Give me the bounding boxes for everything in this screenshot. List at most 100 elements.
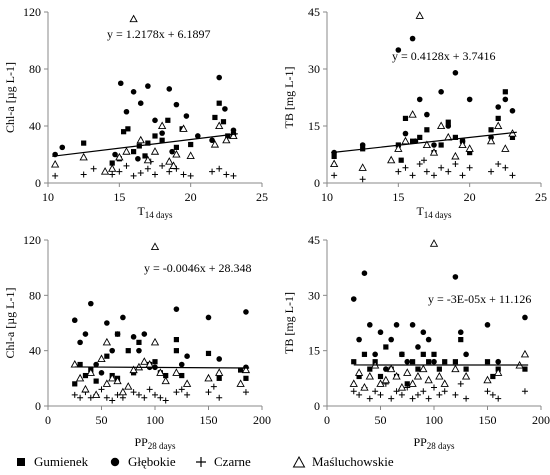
data-point-plus <box>509 172 516 179</box>
data-point-triangle <box>429 239 439 247</box>
data-point-square <box>484 359 491 365</box>
data-point-square <box>163 372 169 379</box>
data-point-circle <box>452 274 459 280</box>
data-point-plus <box>205 389 212 396</box>
data-point-circle <box>130 334 137 340</box>
data-point-triangle <box>140 357 149 365</box>
data-point-plus <box>388 395 395 402</box>
data-point-plus <box>159 162 166 169</box>
series-czarne <box>350 380 528 402</box>
y-tick-label: 80 <box>29 62 41 76</box>
data-point-plus <box>187 172 194 179</box>
series-gumienek <box>331 89 516 163</box>
x-tick-label: 150 <box>200 413 218 427</box>
data-point-square <box>216 375 222 381</box>
data-point-circle <box>230 127 237 134</box>
data-point-triangle <box>236 379 245 387</box>
y-tick-label: 30 <box>308 288 320 302</box>
data-point-circle <box>209 137 215 144</box>
data-point-circle <box>216 74 222 81</box>
data-point-square <box>212 114 218 121</box>
series-gumienek <box>72 331 249 387</box>
data-point-triangle <box>451 364 460 373</box>
data-point-plus <box>441 388 448 395</box>
data-point-square <box>377 373 384 380</box>
data-point-triangle <box>422 140 432 149</box>
data-point-plus <box>71 391 78 398</box>
data-point-circle <box>463 351 469 358</box>
data-point-plus <box>438 164 445 171</box>
trend-equation: y = 1.2178x + 6.1897 <box>107 27 211 41</box>
data-point-triangle <box>229 131 238 140</box>
data-point-plus <box>209 168 216 175</box>
data-point-plus <box>414 391 421 398</box>
data-point-triangle <box>440 379 449 387</box>
data-point-square <box>522 366 528 372</box>
data-point-triangle <box>150 337 160 346</box>
x-tick-label: 25 <box>256 190 268 204</box>
data-point-triangle <box>376 379 385 387</box>
square-marker-icon <box>14 455 28 469</box>
data-point-plus <box>80 171 87 178</box>
data-point-plus <box>152 171 158 178</box>
data-point-square <box>431 351 437 357</box>
data-point-triangle <box>419 364 428 373</box>
series-głębokie <box>52 74 237 162</box>
data-point-plus <box>173 389 180 396</box>
data-point-square <box>410 138 416 144</box>
data-point-circle <box>509 108 516 114</box>
data-point-square <box>424 127 430 133</box>
data-point-square <box>173 348 179 354</box>
legend-label: Czarne <box>214 454 251 469</box>
data-point-triangle <box>436 121 446 130</box>
data-point-triangle <box>387 364 396 373</box>
data-point-square <box>438 142 444 148</box>
y-tick-label: 0 <box>35 399 41 413</box>
data-point-plus <box>372 388 379 395</box>
data-point-triangle <box>50 159 60 168</box>
data-point-square <box>238 367 244 373</box>
data-point-square <box>121 129 127 135</box>
data-point-circle <box>404 358 411 365</box>
data-point-circle <box>356 336 362 343</box>
legend-item-czarne: Czarne <box>194 454 251 470</box>
data-point-triangle <box>102 337 112 346</box>
data-point-circle <box>424 111 430 118</box>
data-point-square <box>152 359 158 365</box>
data-point-square <box>426 359 432 365</box>
data-point-plus <box>242 389 249 396</box>
y-tick-label: 0 <box>314 176 320 190</box>
data-point-circle <box>399 351 405 358</box>
data-point-triangle <box>118 387 128 396</box>
data-point-circle <box>452 70 459 76</box>
data-point-triangle <box>465 144 474 152</box>
trend-equation: y = -3E-05x + 11.126 <box>428 292 531 306</box>
x-axis-label: PP28 days <box>134 435 176 451</box>
data-point-square <box>81 140 87 146</box>
data-point-circle <box>145 83 151 89</box>
data-point-triangle <box>186 151 195 159</box>
data-point-square <box>351 359 357 365</box>
data-point-circle <box>395 47 402 53</box>
data-point-circle <box>445 123 452 129</box>
data-point-square <box>179 372 185 379</box>
data-point-triangle <box>179 124 188 132</box>
data-point-plus <box>495 161 502 167</box>
data-point-square <box>165 117 171 123</box>
data-point-triangle <box>381 375 391 384</box>
data-point-circle <box>495 104 502 110</box>
y-tick-label: 40 <box>29 344 41 358</box>
data-point-triangle <box>172 149 181 158</box>
data-point-plus <box>141 394 148 401</box>
data-point-triangle <box>520 349 530 358</box>
data-point-square <box>383 344 389 350</box>
x-axis-label: PP28 days <box>413 435 455 451</box>
data-point-circle <box>135 155 141 162</box>
y-tick-label: 45 <box>308 5 320 19</box>
legend-item-masluchowskie: Maśluchowskie <box>292 454 394 470</box>
data-point-square <box>509 134 516 140</box>
data-point-triangle <box>387 155 396 164</box>
data-point-circle <box>420 329 427 336</box>
data-point-square <box>142 153 148 159</box>
data-point-circle <box>173 306 180 312</box>
